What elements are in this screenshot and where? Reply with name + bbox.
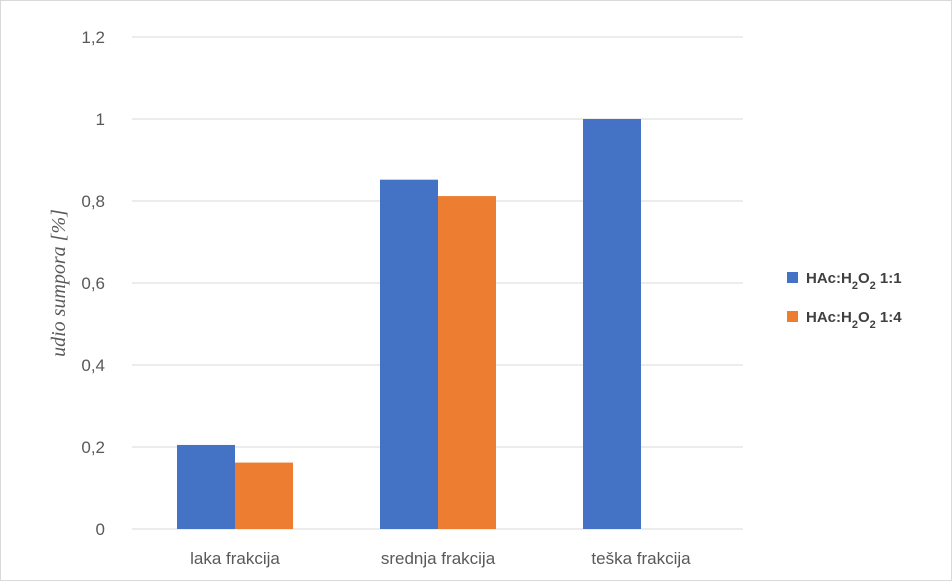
bars [177, 119, 641, 529]
x-category-label: laka frakcija [190, 549, 280, 568]
x-axis-categories: laka frakcija srednja frakcija teška frakc… [190, 549, 691, 568]
bar-2-1 [235, 462, 293, 529]
bar-1-3 [583, 119, 641, 529]
legend-label: HAc:H2O2 1:1 [806, 270, 902, 292]
y-tick-label: 0,8 [81, 192, 105, 211]
bar-1-2 [380, 179, 438, 529]
legend-label: HAc:H2O2 1:4 [806, 309, 902, 331]
y-tick-label: 1 [96, 110, 105, 129]
bar-2-2 [438, 196, 496, 529]
y-axis-label: udio sumpora [%] [48, 209, 70, 357]
y-tick-label: 0,4 [81, 356, 105, 375]
y-tick-label: 0 [96, 520, 105, 539]
y-tick-label: 0,2 [81, 438, 105, 457]
x-category-label: teška frakcija [591, 549, 691, 568]
y-tick-label: 0,6 [81, 274, 105, 293]
legend-swatch [787, 311, 798, 322]
legend: HAc:H2O2 1:1 HAc:H2O2 1:4 [787, 270, 902, 331]
legend-swatch [787, 272, 798, 283]
y-axis-ticks: 0 0,2 0,4 0,6 0,8 1 1,2 [81, 28, 105, 539]
x-category-label: srednja frakcija [381, 549, 496, 568]
bar-1-1 [177, 444, 235, 529]
y-tick-label: 1,2 [81, 28, 105, 47]
